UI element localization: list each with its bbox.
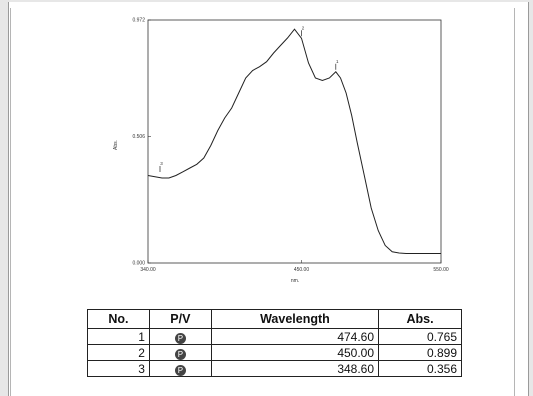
x-tick-label: 550.00 xyxy=(433,267,449,273)
peak-symbol-icon: P xyxy=(174,332,186,344)
peak-marker-label: 2 xyxy=(302,25,305,30)
absorbance-spectrum-chart: 0.000 0.506 0.972 340.00 450.00 550.00 1 2 3 Ab… xyxy=(113,18,449,284)
row-no: 3 xyxy=(87,360,150,377)
table-row: 1 P 474.60 0.765 xyxy=(87,328,462,345)
x-axis-label: nm. xyxy=(291,278,299,284)
row-abs: 0.765 xyxy=(378,328,462,345)
peak-marker-label: 1 xyxy=(336,59,339,64)
col-header-abs: Abs. xyxy=(378,309,462,329)
col-header-wavelength: Wavelength xyxy=(210,309,380,329)
row-wavelength: 474.60 xyxy=(210,328,380,345)
page-right-rule xyxy=(514,8,515,396)
y-axis-label: Abs. xyxy=(113,140,119,150)
x-tick-label: 340.00 xyxy=(140,267,156,273)
col-header-no: No. xyxy=(87,309,150,329)
x-tick-label: 450.00 xyxy=(294,267,310,273)
plot-frame xyxy=(147,19,442,264)
row-abs: 0.899 xyxy=(378,344,462,361)
row-pv: P xyxy=(148,344,212,361)
y-tick-label: 0.506 xyxy=(132,134,145,140)
peak-marker-label: 3 xyxy=(160,161,163,166)
row-pv: P xyxy=(148,360,212,377)
spectrum-line xyxy=(147,28,441,254)
row-wavelength: 348.60 xyxy=(210,360,380,377)
table-row: 3 P 348.60 0.356 xyxy=(87,360,462,377)
y-tick-label: 0.000 xyxy=(132,261,145,267)
col-header-pv: P/V xyxy=(148,309,212,329)
row-abs: 0.356 xyxy=(378,360,462,377)
table-row: 2 P 450.00 0.899 xyxy=(87,344,462,361)
row-pv: P xyxy=(148,328,212,345)
y-tick-label: 0.972 xyxy=(132,18,145,24)
row-no: 1 xyxy=(87,328,150,345)
page-left-rule xyxy=(10,8,11,396)
peak-symbol-icon: P xyxy=(174,348,186,360)
peak-table: No. P/V Wavelength Abs. 1 P 474.60 0.765… xyxy=(87,309,462,377)
row-no: 2 xyxy=(87,344,150,361)
peak-symbol-icon: P xyxy=(174,364,186,376)
row-wavelength: 450.00 xyxy=(210,344,380,361)
peak-table-header-row: No. P/V Wavelength Abs. xyxy=(87,309,462,329)
